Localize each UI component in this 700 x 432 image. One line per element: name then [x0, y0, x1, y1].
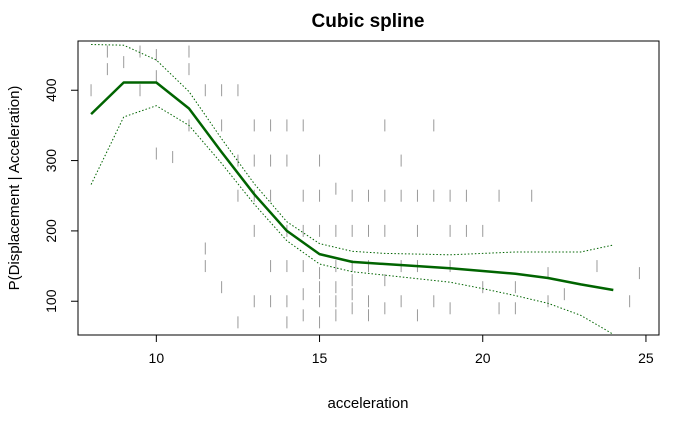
y-tick-label: 200: [43, 219, 59, 243]
x-tick-label: 25: [638, 350, 654, 366]
series-lines: [90, 44, 614, 335]
x-tick-label: 15: [312, 350, 328, 366]
confidence-band-line-1: [91, 44, 614, 256]
x-axis: 10 15 20 25: [149, 334, 654, 366]
x-axis-label: acceleration: [328, 395, 409, 412]
x-tick-label: 10: [149, 350, 165, 366]
chart-title: Cubic spline: [312, 11, 425, 32]
y-axis: 100 200 300 400: [43, 78, 79, 313]
y-tick-label: 100: [43, 289, 59, 313]
y-tick-label: 400: [43, 78, 59, 102]
x-tick-label: 20: [475, 350, 491, 366]
spline-fit-line: [90, 81, 614, 292]
plot-frame: [77, 40, 660, 336]
y-axis-label: P(Displacement | Acceleration): [6, 86, 23, 291]
rug-marks: [90, 45, 640, 329]
y-tick-label: 300: [43, 149, 59, 173]
